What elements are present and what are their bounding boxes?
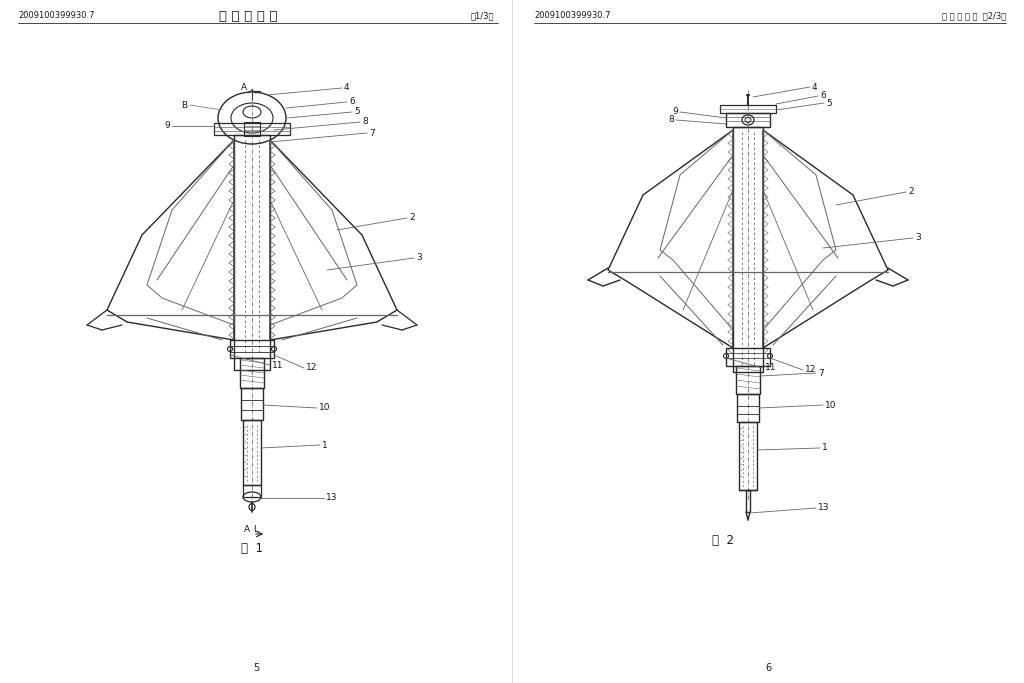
Text: 13: 13 xyxy=(326,494,338,503)
Bar xyxy=(244,122,260,136)
Text: 2009100399930.7: 2009100399930.7 xyxy=(18,12,94,20)
Text: 9: 9 xyxy=(672,107,678,117)
Text: 6: 6 xyxy=(349,98,354,107)
Bar xyxy=(720,105,776,113)
Text: 图  1: 图 1 xyxy=(241,542,263,555)
Text: 7: 7 xyxy=(818,369,823,378)
Text: 4: 4 xyxy=(344,83,349,92)
Text: L: L xyxy=(253,525,258,535)
Text: 说 明 书 附 图  第2/3页: 说 明 书 附 图 第2/3页 xyxy=(942,12,1006,20)
Text: 5: 5 xyxy=(354,107,359,117)
Bar xyxy=(230,340,274,358)
Text: 1: 1 xyxy=(322,441,328,449)
Bar xyxy=(737,394,759,422)
Text: 8: 8 xyxy=(362,117,368,126)
Text: 9: 9 xyxy=(164,122,170,130)
Bar xyxy=(736,366,760,394)
Bar xyxy=(746,490,750,512)
Text: 12: 12 xyxy=(805,365,816,374)
Text: 图  2: 图 2 xyxy=(712,533,734,546)
Text: 7: 7 xyxy=(369,128,375,137)
Bar xyxy=(240,358,264,388)
Bar xyxy=(214,123,290,135)
Text: 10: 10 xyxy=(825,400,837,410)
Bar xyxy=(241,388,263,420)
Text: 5: 5 xyxy=(826,98,831,107)
Text: 1: 1 xyxy=(822,443,827,453)
Bar xyxy=(726,113,770,127)
Text: 说 明 书 附 图: 说 明 书 附 图 xyxy=(219,10,278,23)
Bar xyxy=(243,485,261,497)
Text: A: A xyxy=(241,83,247,92)
Text: 6: 6 xyxy=(820,92,825,100)
Text: 5: 5 xyxy=(253,663,259,673)
Bar xyxy=(243,420,261,485)
Bar xyxy=(739,422,757,490)
Bar xyxy=(234,135,270,370)
Text: 2: 2 xyxy=(908,188,913,197)
Text: 4: 4 xyxy=(812,83,817,92)
Bar xyxy=(726,348,770,366)
Text: A: A xyxy=(244,525,250,535)
Text: 3: 3 xyxy=(915,234,921,242)
Text: 11: 11 xyxy=(765,363,776,372)
Text: 2009100399930.7: 2009100399930.7 xyxy=(534,12,610,20)
Bar xyxy=(733,127,763,372)
Text: 8: 8 xyxy=(669,115,674,124)
Text: 10: 10 xyxy=(319,404,331,413)
Text: 11: 11 xyxy=(272,361,284,370)
Text: 6: 6 xyxy=(765,663,771,673)
Text: 3: 3 xyxy=(416,253,422,262)
Text: 第1/3页: 第1/3页 xyxy=(470,12,494,20)
Text: B: B xyxy=(181,100,187,109)
Text: 12: 12 xyxy=(306,363,317,372)
Text: 13: 13 xyxy=(818,503,829,512)
Text: 2: 2 xyxy=(409,214,415,223)
